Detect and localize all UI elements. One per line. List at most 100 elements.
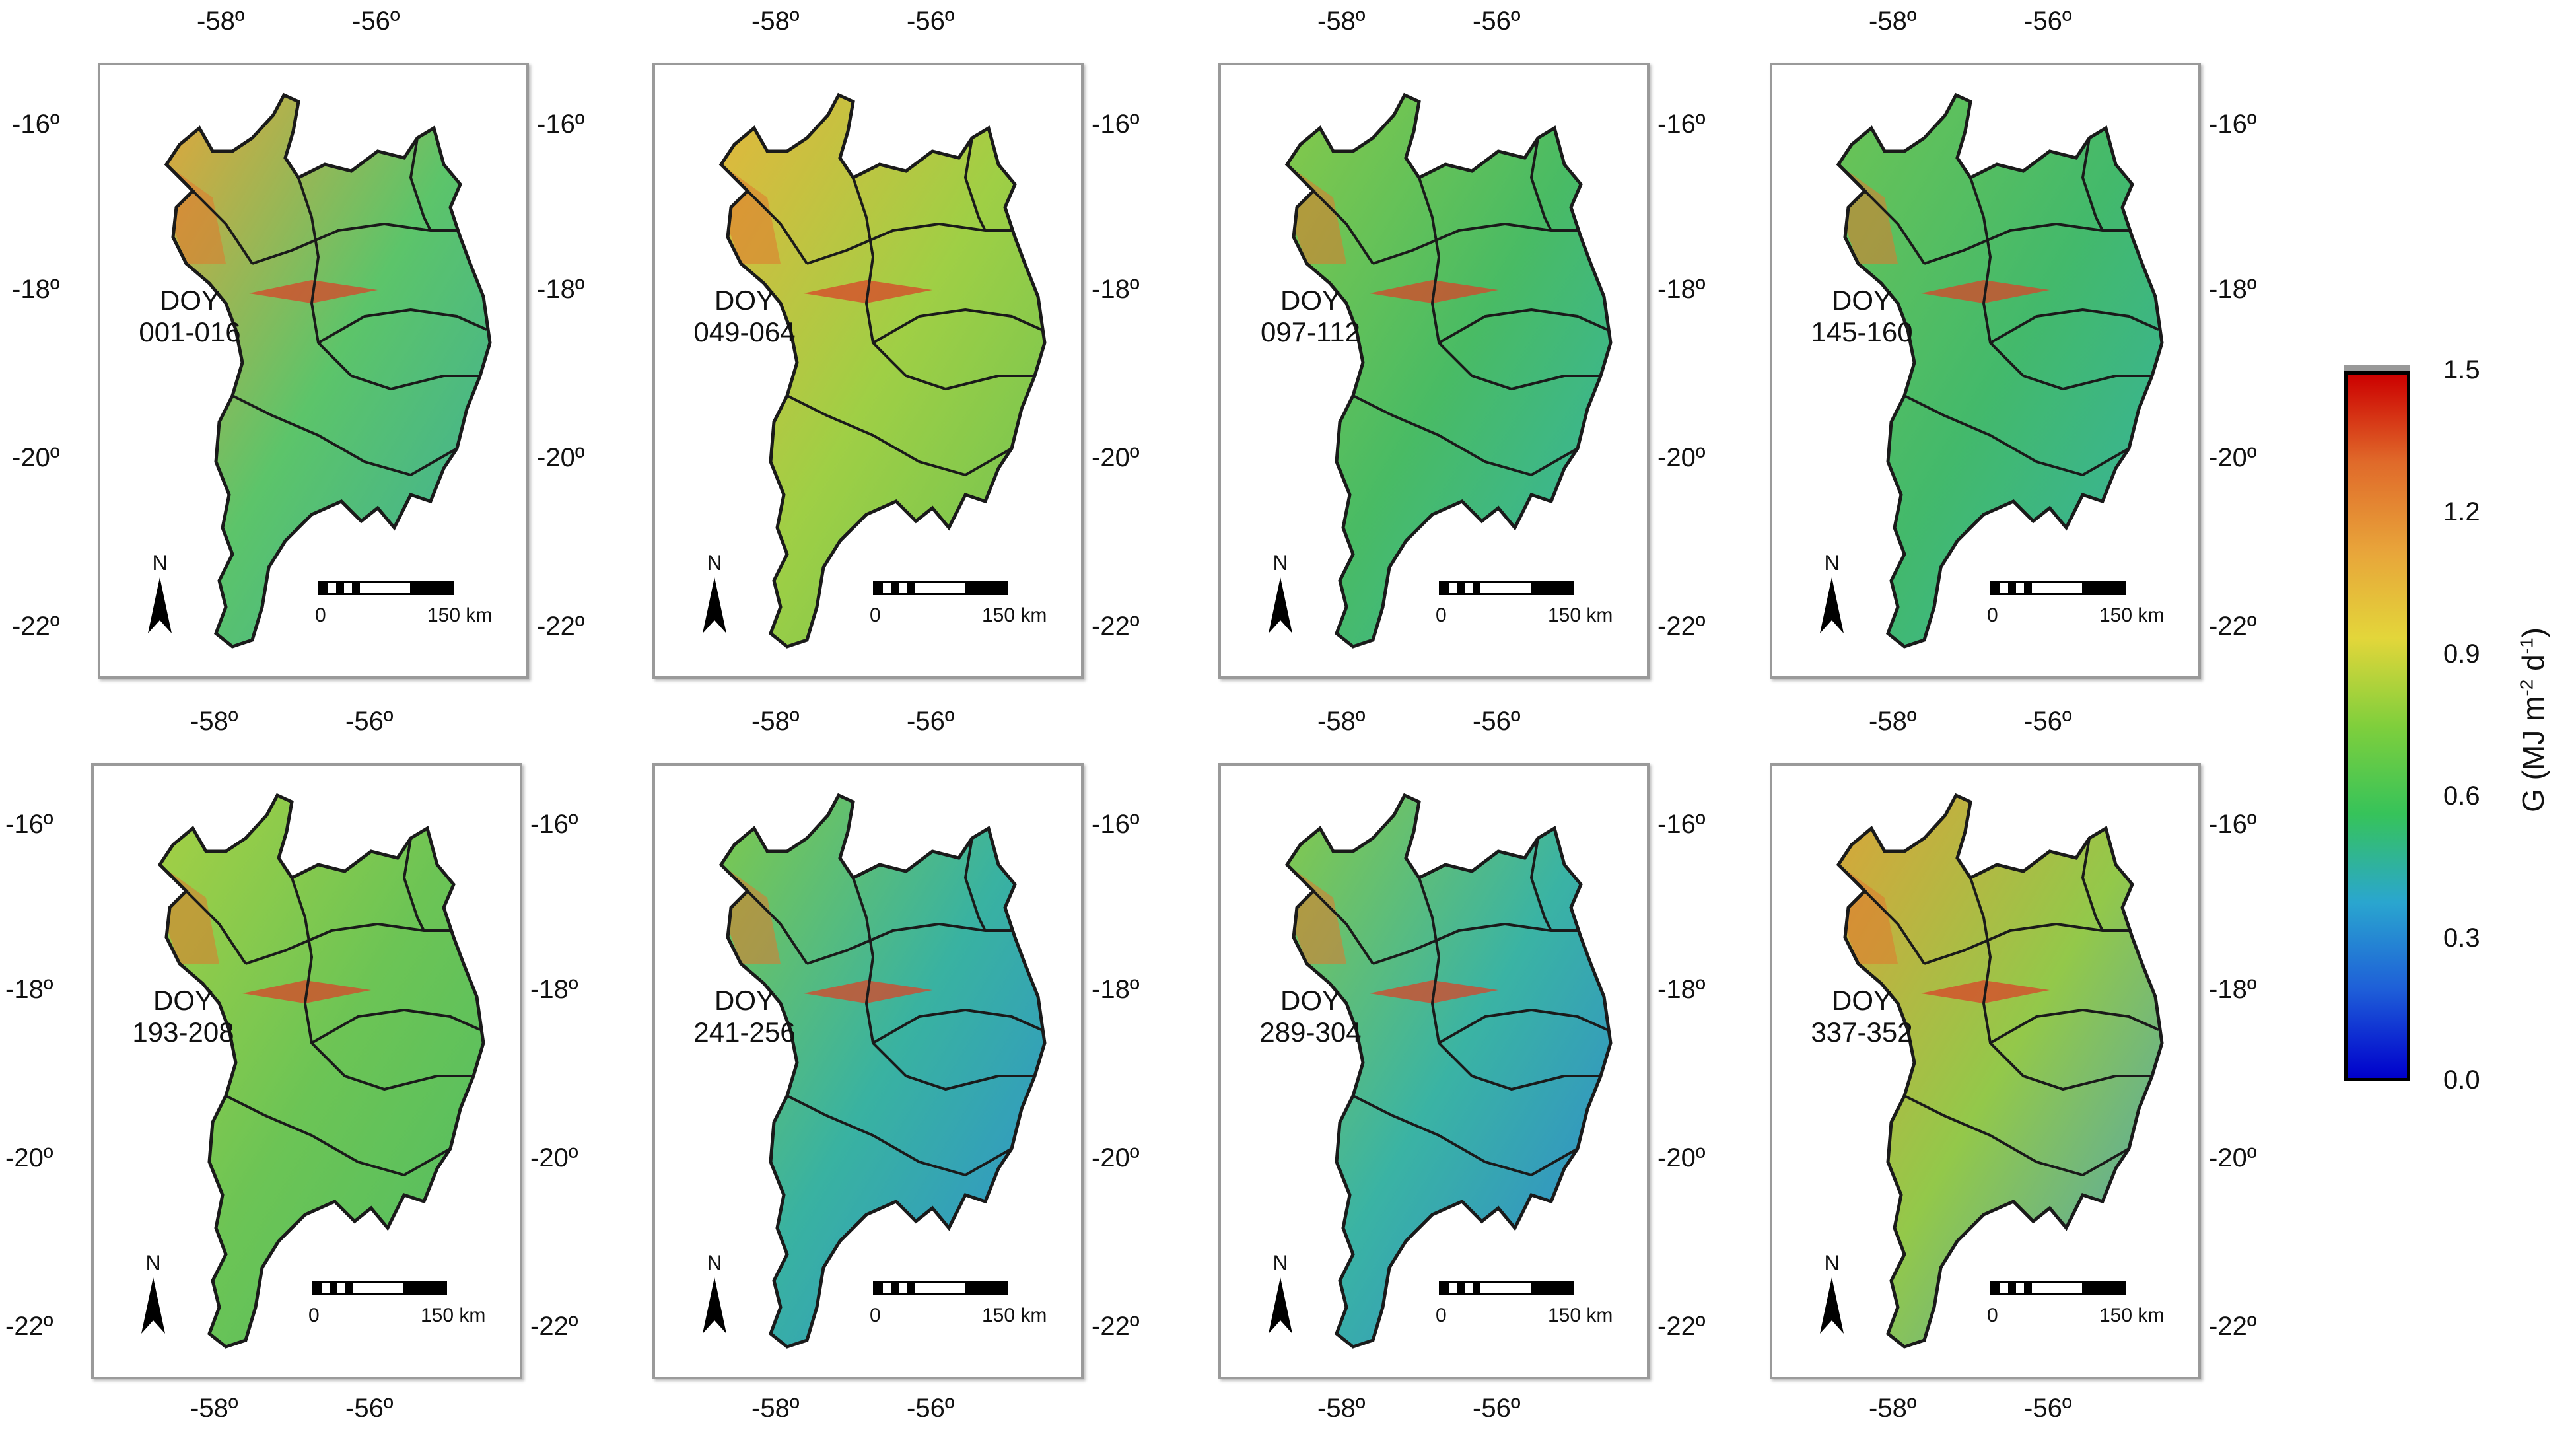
scale-segment (2024, 583, 2032, 593)
north-arrow-icon (1820, 577, 1844, 633)
region-fill (1838, 95, 2162, 647)
latitude-label: -22º (2209, 612, 2257, 641)
scale-segment (2082, 583, 2126, 593)
subregion-boundary (746, 190, 808, 265)
scale-segment (320, 583, 328, 593)
latitude-label: -18º (1092, 275, 1140, 304)
latitude-label: -16º (1092, 110, 1140, 139)
scale-bar: 0 150 km (870, 581, 1047, 633)
north-arrow-icon (1269, 577, 1292, 633)
longitude-label: -58º (1317, 7, 1366, 36)
doy-label: DOY 097-112 (1260, 285, 1361, 347)
latitude-label: -18º (1092, 975, 1140, 1004)
subregion-boundary (806, 222, 1025, 265)
colorbar-tick-label: 0.6 (2443, 781, 2480, 810)
subregion-boundary (872, 1008, 1042, 1044)
region-outline (1284, 793, 1613, 1349)
longitude-label: -56º (1473, 7, 1521, 36)
scale-zero-label: 0 (308, 1305, 320, 1326)
map-panel: DOY 193-208 N 0 150 km (91, 763, 522, 1379)
doy-label: DOY 193-208 (132, 985, 234, 1048)
north-arrow: N (145, 551, 174, 633)
scale-segment (1992, 1283, 2000, 1293)
scale-max-label: 150 km (2099, 1305, 2165, 1326)
scale-bar: 0 150 km (870, 1281, 1047, 1334)
north-arrow: N (1817, 1251, 1846, 1334)
region-map (1836, 793, 2164, 1349)
scale-zero-label: 0 (870, 1305, 881, 1326)
colorbar-top-edge (2344, 365, 2410, 371)
scale-bar: 0 150 km (315, 581, 492, 633)
region-fill (1287, 95, 1611, 647)
longitude-label: -56º (1473, 1394, 1521, 1423)
scale-zero-label: 0 (1436, 604, 1447, 626)
longitude-label: -56º (907, 7, 955, 36)
colorbar (2344, 371, 2410, 1081)
region-map (1284, 793, 1613, 1349)
scale-track (318, 581, 454, 595)
scale-segment (1473, 1283, 1480, 1293)
latitude-label: -20º (12, 443, 60, 472)
region-map (718, 92, 1047, 649)
north-arrow: N (1817, 551, 1846, 633)
longitude-label: -58º (1317, 1394, 1366, 1423)
colorbar-title: G (MJ m-2 d-1) (2516, 627, 2550, 812)
scale-segment (330, 1283, 337, 1293)
scale-segment (965, 1283, 1008, 1293)
longitude-label: -58º (1869, 1394, 1917, 1423)
north-arrow: N (700, 551, 729, 633)
latitude-label: -16º (537, 110, 585, 139)
north-arrow-icon (1820, 1277, 1844, 1334)
subregion-boundary (1312, 890, 1374, 965)
subregion-boundary (746, 890, 808, 965)
scale-zero-label: 0 (1987, 604, 1998, 626)
map-panel: DOY 097-112 N 0 150 km (1218, 63, 1650, 679)
scale-track (1439, 1281, 1574, 1295)
scale-segment (875, 1283, 883, 1293)
region-outline (718, 92, 1047, 649)
scale-segment (1441, 1283, 1449, 1293)
longitude-label: -58º (197, 7, 245, 36)
subregion-boundary (191, 190, 254, 265)
latitude-label: -20º (530, 1143, 578, 1172)
latitude-label: -16º (1657, 810, 1706, 839)
scale-max-label: 150 km (427, 604, 493, 626)
latitude-label: -20º (537, 443, 585, 472)
scale-segment (1531, 1283, 1574, 1293)
subregion-boundary (786, 1094, 1012, 1177)
subregion-boundary (1352, 1094, 1578, 1177)
north-label: N (707, 1251, 722, 1275)
north-arrow: N (700, 1251, 729, 1334)
region-outline (1836, 793, 2164, 1349)
subregion-boundary (318, 308, 487, 344)
latitude-label: -18º (1657, 975, 1706, 1004)
scale-segment (314, 1283, 322, 1293)
north-label: N (1824, 1251, 1840, 1275)
colorbar-tick-label: 0.9 (2443, 639, 2480, 668)
longitude-label: -58º (1317, 707, 1366, 736)
scale-segment (1441, 583, 1449, 593)
doy-label: DOY 289-304 (1259, 985, 1362, 1048)
north-arrow-icon (141, 1277, 165, 1334)
scale-segment (1473, 583, 1480, 593)
scale-bar: 0 150 km (308, 1281, 485, 1334)
latitude-label: -20º (1092, 1143, 1140, 1172)
north-label: N (707, 551, 722, 575)
subregion-boundary (786, 394, 1012, 477)
scale-max-label: 150 km (1548, 1305, 1613, 1326)
latitude-label: -20º (2209, 443, 2257, 472)
subregion-boundary (1863, 890, 1926, 965)
map-panel: DOY 001-016 N 0 150 km (98, 63, 529, 679)
map-panel: DOY 145-160 N 0 150 km (1770, 63, 2201, 679)
latitude-label: -22º (1092, 612, 1140, 641)
subregion-boundary (1372, 922, 1591, 965)
latitude-label: -18º (537, 275, 585, 304)
scale-track (1990, 1281, 2126, 1295)
scale-bar: 0 150 km (1987, 581, 2164, 633)
scale-max-label: 150 km (2099, 604, 2165, 626)
latitude-label: -20º (2209, 1143, 2257, 1172)
latitude-label: -16º (5, 810, 53, 839)
subregion-boundary (402, 838, 425, 931)
longitude-label: -56º (345, 707, 394, 736)
region-map (718, 793, 1047, 1349)
